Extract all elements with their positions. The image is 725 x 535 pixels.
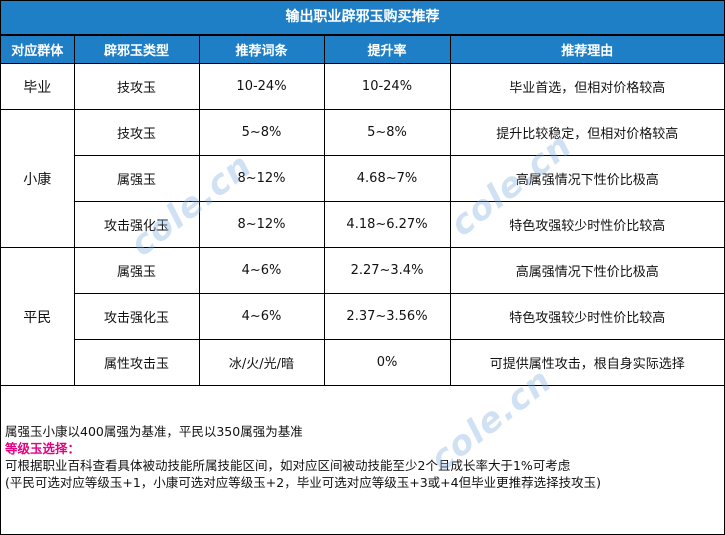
type-cell: 技攻玉 <box>73 63 200 110</box>
affix-cell: 4~6% <box>198 293 325 340</box>
recommendation-table: 对应群体 辟邪玉类型 推荐词条 提升率 推荐理由 毕业 技攻玉 10-24% 1… <box>1 35 724 386</box>
rate-cell: 4.68~7% <box>323 155 451 202</box>
table-row: 毕业 技攻玉 10-24% 10-24% 毕业首选，但相对价格较高 <box>1 63 724 110</box>
affix-cell: 冰/火/光/暗 <box>198 339 325 386</box>
table-row: 小康 技攻玉 5~8% 5~8% 提升比较稳定，但相对价格较高 <box>1 109 724 248</box>
type-cell: 技攻玉 <box>73 109 200 156</box>
note-baseline: 属强玉小康以400属强为基准，平民以350属强为基准 <box>5 424 303 439</box>
sheet-title: 输出职业辟邪玉购买推荐 <box>1 1 724 35</box>
type-cell: 攻击强化玉 <box>74 201 200 248</box>
reason-cell: 提升比较稳定，但相对价格较高 <box>449 109 724 156</box>
header-reason: 推荐理由 <box>449 35 724 64</box>
header-group: 对应群体 <box>1 35 75 64</box>
rate-cell: 10-24% <box>323 63 451 110</box>
rate-cell: 2.27~3.4% <box>323 247 451 294</box>
reason-cell: 可提供属性攻击，根自身实际选择 <box>449 339 724 386</box>
affix-cell: 10-24% <box>198 63 325 110</box>
rate-cell: 2.37~3.56% <box>323 293 451 340</box>
table-row: 攻击强化玉 4~6% 2.37~3.56% 特色攻强较少时性价比较高 <box>1 293 724 340</box>
affix-cell: 8~12% <box>198 155 325 202</box>
reason-cell: 高属强情况下性价比极高 <box>449 247 724 294</box>
group-cell: 小康 <box>1 109 75 248</box>
rate-cell: 5~8% <box>323 109 451 156</box>
group-cell: 平民 <box>1 247 75 386</box>
group-cell: 毕业 <box>1 63 75 110</box>
type-cell: 属性攻击玉 <box>74 339 200 386</box>
note-heading: 等级玉选择： <box>5 441 81 456</box>
table-row: 属强玉 8~12% 4.68~7% 高属强情况下性价比极高 <box>1 155 724 202</box>
table-row: 属性攻击玉 冰/火/光/暗 0% 可提供属性攻击，根自身实际选择 <box>1 339 724 386</box>
rate-cell: 0% <box>323 339 451 386</box>
reason-cell: 毕业首选，但相对价格较高 <box>449 63 724 110</box>
reason-cell: 特色攻强较少时性价比较高 <box>449 201 724 248</box>
type-cell: 属强玉 <box>73 247 200 294</box>
table-row: 攻击强化玉 8~12% 4.18~6.27% 特色攻强较少时性价比较高 <box>1 201 724 248</box>
affix-cell: 4~6% <box>198 247 325 294</box>
affix-cell: 8~12% <box>198 201 325 248</box>
header-row: 对应群体 辟邪玉类型 推荐词条 提升率 推荐理由 <box>1 35 724 64</box>
table-row: 平民 属强玉 4~6% 2.27~3.4% 高属强情况下性价比极高 <box>1 247 724 386</box>
type-cell: 属强玉 <box>74 155 200 202</box>
affix-cell: 5~8% <box>198 109 325 156</box>
rate-cell: 4.18~6.27% <box>323 201 451 248</box>
note-detail: 可根据职业百科查看具体被动技能所属技能区间，如对应区间被动技能至少2个且成长率大… <box>5 458 571 473</box>
header-affix: 推荐词条 <box>198 35 325 64</box>
notes-section: 属强玉小康以400属强为基准，平民以350属强为基准 等级玉选择： 可根据职业百… <box>1 423 724 491</box>
type-cell: 攻击强化玉 <box>74 293 200 340</box>
note-options: (平民可选对应等级玉+1，小康可选对应等级玉+2，毕业可选对应等级玉+3或+4但… <box>5 475 601 490</box>
header-rate: 提升率 <box>323 35 451 64</box>
reason-cell: 特色攻强较少时性价比较高 <box>449 293 724 340</box>
header-type: 辟邪玉类型 <box>73 35 200 64</box>
reason-cell: 高属强情况下性价比极高 <box>449 155 724 202</box>
